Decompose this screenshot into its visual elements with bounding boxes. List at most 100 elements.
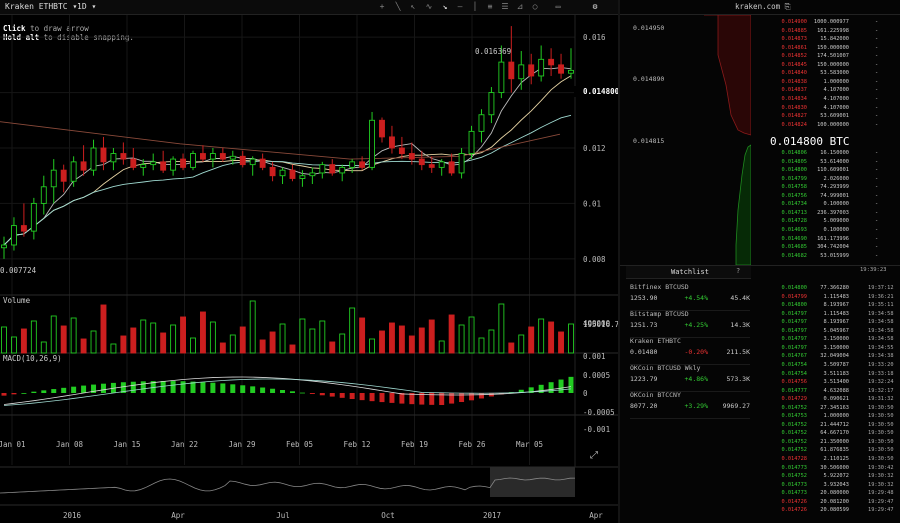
watchlist-symbol: OKCoin BTCUSD Wkly — [630, 364, 701, 372]
order-total: - — [875, 244, 879, 251]
candle-body — [239, 155, 246, 166]
parallel-lines-icon[interactable]: ≡ — [487, 2, 493, 11]
macd-histogram-bar — [160, 381, 166, 393]
volume-bar — [478, 337, 485, 354]
candle-body — [548, 58, 555, 66]
orderbook-row[interactable]: 0.014852 174.501007 - — [763, 52, 900, 61]
volume-bar — [30, 320, 37, 354]
orderbook-row[interactable]: 0.014800 110.609001 - — [763, 166, 900, 175]
horizontal-line-icon[interactable]: — — [457, 2, 463, 11]
watchlist-item[interactable]: OKCoin BTCCNY 8077.20 +3.29% 9969.27 — [630, 388, 750, 419]
macd-histogram-bar — [538, 384, 544, 393]
trade-time: 19:34:38 — [868, 353, 894, 360]
watchlist-symbol: OKCoin BTCCNY — [630, 391, 681, 399]
orderbook-row[interactable]: 0.014682 53.015999 - — [763, 252, 900, 261]
text-icon[interactable]: ▭ — [555, 2, 561, 11]
orderbook-row[interactable]: 0.014713 236.397003 - — [763, 209, 900, 218]
vertical-line-icon[interactable]: │ — [472, 2, 478, 11]
orderbook-row[interactable]: 0.014861 150.000000 - — [763, 44, 900, 53]
orderbook-row[interactable]: 0.014806 16.150000 - — [763, 149, 900, 158]
depth-chart[interactable] — [626, 15, 751, 265]
interval-label: 1D — [77, 2, 87, 11]
macd-histogram-bar — [180, 381, 186, 393]
orderbook-row[interactable]: 0.014824 100.000000 - — [763, 121, 900, 130]
orderbook-row[interactable]: 0.014758 74.293999 - — [763, 183, 900, 192]
orderbook-row[interactable]: 0.014830 4.107000 - — [763, 104, 900, 113]
volume-bar — [379, 330, 385, 354]
orderbook-row[interactable]: 0.014900 1000.000977 - — [763, 18, 900, 27]
orderbook-row[interactable]: 0.014834 4.107000 - — [763, 95, 900, 104]
macd-histogram-bar — [449, 393, 455, 404]
orderbook-row[interactable]: 0.014728 5.009000 - — [763, 217, 900, 226]
arrow-icon[interactable]: ↘ — [442, 2, 448, 11]
volume-bar — [160, 332, 167, 354]
macd-histogram-bar — [220, 383, 226, 393]
volume-bar — [558, 331, 565, 354]
orderbook-header[interactable]: kraken.com ⎘ — [735, 2, 791, 12]
orderbook-row[interactable]: 0.014827 53.609001 - — [763, 112, 900, 121]
volume-bar — [180, 316, 187, 354]
orderbook-row[interactable]: 0.014840 53.583000 - — [763, 69, 900, 78]
volume-bar — [488, 329, 495, 354]
crosshair-icon[interactable]: + — [379, 2, 385, 11]
rectangle-icon[interactable]: ⊿ — [516, 2, 524, 11]
market-selector[interactable]: Kraken ETHBTC ▾ — [2, 1, 80, 13]
orderbook-row[interactable]: 0.014837 4.107000 - — [763, 86, 900, 95]
trade-size: 1.115483 — [823, 310, 849, 317]
order-price: 0.014805 — [781, 158, 807, 165]
depth-tick: 0.014950 — [633, 24, 665, 32]
trade-size: 8.193967 — [823, 319, 849, 326]
candle-body — [40, 186, 47, 204]
circle-icon[interactable]: ○ — [532, 2, 538, 11]
watchlist-item[interactable]: Kraken ETHBTC 0.01480 -0.20% 211.5K — [630, 334, 750, 365]
trade-time: 19:35:11 — [868, 302, 894, 309]
watchlist-volume: 9969.27 — [722, 402, 750, 410]
orderbook-row[interactable]: 0.014799 2.026000 - — [763, 175, 900, 184]
trade-time: 19:34:58 — [868, 319, 894, 326]
trade-row: 0.014797 3.150000 19:34:55 — [763, 344, 900, 353]
orderbook-row[interactable]: 0.014756 74.999001 - — [763, 192, 900, 201]
watchlist-item[interactable]: Bitstamp BTCUSD 1251.73 +4.25% 14.3K — [630, 307, 750, 338]
orderbook-row[interactable]: 0.014734 0.100000 - — [763, 200, 900, 209]
macd-histogram-bar — [309, 393, 315, 394]
watchlist-item[interactable]: Bitfinex BTCUSD 1253.90 +4.54% 45.4K — [630, 280, 750, 311]
order-total: - — [875, 104, 879, 111]
external-link-icon: ⎘ — [784, 2, 791, 11]
order-size: 100.000000 — [817, 121, 849, 128]
expand-icon[interactable]: ⤢ — [590, 450, 598, 461]
exchange-link[interactable]: kraken.com — [735, 2, 781, 11]
orderbook-row[interactable]: 0.014690 161.173996 - — [763, 235, 900, 244]
order-size: 5.009000 — [823, 218, 849, 225]
watchlist-item[interactable]: OKCoin BTCUSD Wkly 1223.79 +4.86% 573.3K — [630, 361, 750, 392]
price-chart[interactable]: Jan 01 Jan 08 Jan 15 Jan 22 Jan 29 Feb 05 Feb … — [0, 15, 618, 523]
orderbook-row[interactable]: 0.014685 304.742004 - — [763, 243, 900, 252]
ray-icon[interactable]: ↖ — [410, 2, 416, 11]
orderbook-row[interactable]: 0.014805 53.614000 - — [763, 158, 900, 167]
watchlist-change: -0.20% — [684, 348, 708, 356]
orderbook-row[interactable]: 0.014838 1.000000 - — [763, 78, 900, 87]
order-total: - — [875, 226, 879, 233]
panel-divider[interactable] — [618, 0, 620, 523]
orderbook-row[interactable]: 0.014845 150.000000 - — [763, 61, 900, 70]
orderbook-row[interactable]: 0.014693 0.100000 - — [763, 226, 900, 235]
depth-tick: 0.014890 — [633, 75, 665, 83]
orderbook-row[interactable]: 0.014873 15.842000 - — [763, 35, 900, 44]
trade-time: 19:30:50 — [868, 404, 894, 411]
y-tick-label: 0.016 — [583, 33, 606, 42]
y-tick-label: 0.001 — [583, 352, 606, 361]
trade-size: 1.115483 — [823, 293, 849, 300]
x-tick-label: Feb 05 — [286, 440, 313, 449]
macd-panel-label: MACD(10,26,9) — [3, 354, 62, 363]
curve-icon[interactable]: ∿ — [425, 2, 433, 11]
order-total: - — [875, 87, 879, 94]
order-price: 0.014799 — [781, 175, 807, 182]
order-total: - — [875, 61, 879, 68]
orderbook-row[interactable]: 0.014885 161.225998 - — [763, 27, 900, 36]
trade-time: 19:30:50 — [868, 413, 894, 420]
fib-fan-icon[interactable]: ☰ — [501, 2, 509, 11]
help-icon[interactable]: ? — [736, 267, 741, 275]
interval-selector[interactable]: 1D ▾ — [74, 1, 99, 13]
line-icon[interactable]: ╲ — [395, 2, 401, 11]
order-total: - — [875, 44, 879, 51]
settings-icon[interactable]: ⚙ — [592, 2, 598, 11]
